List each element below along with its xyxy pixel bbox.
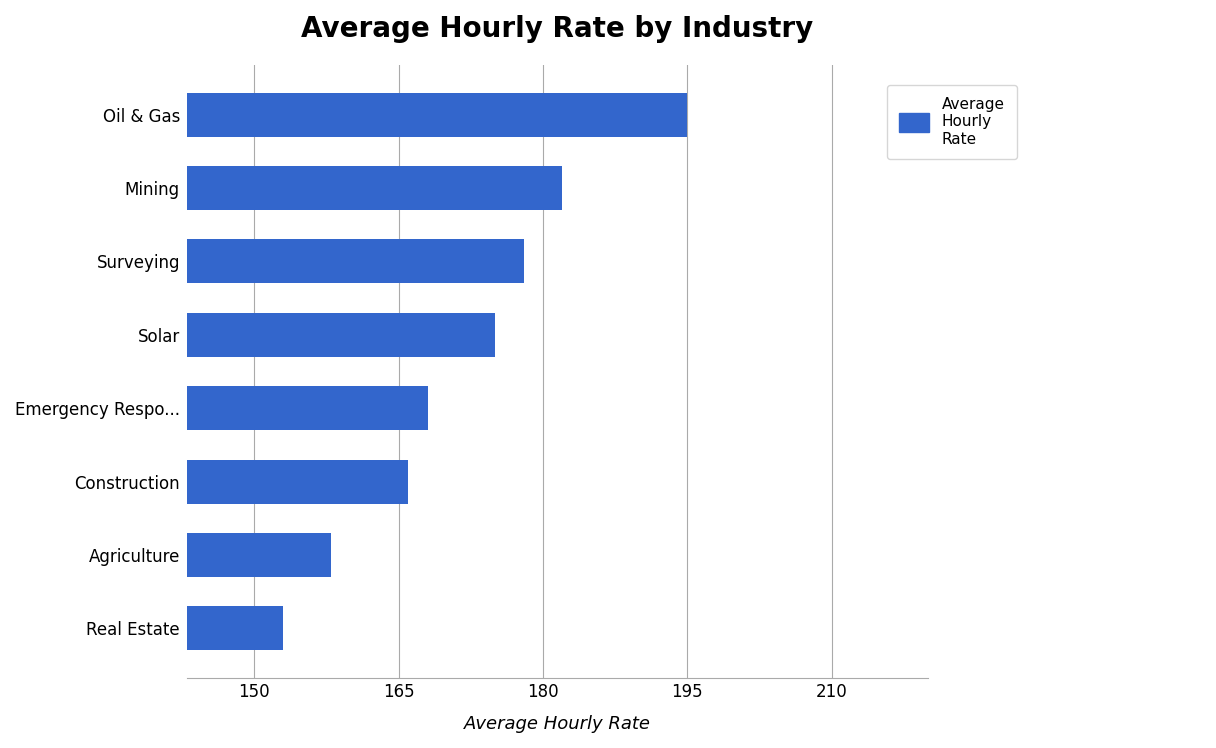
Title: Average Hourly Rate by Industry: Average Hourly Rate by Industry (302, 15, 814, 43)
Legend: Average
Hourly
Rate: Average Hourly Rate (886, 85, 1017, 159)
Bar (187, 607, 283, 650)
Bar (187, 313, 495, 357)
Bar (187, 166, 562, 210)
X-axis label: Average Hourly Rate: Average Hourly Rate (465, 715, 651, 733)
Bar (187, 386, 428, 430)
Bar (187, 239, 524, 283)
Bar (187, 533, 331, 577)
Bar (187, 459, 409, 503)
Bar (187, 93, 687, 137)
